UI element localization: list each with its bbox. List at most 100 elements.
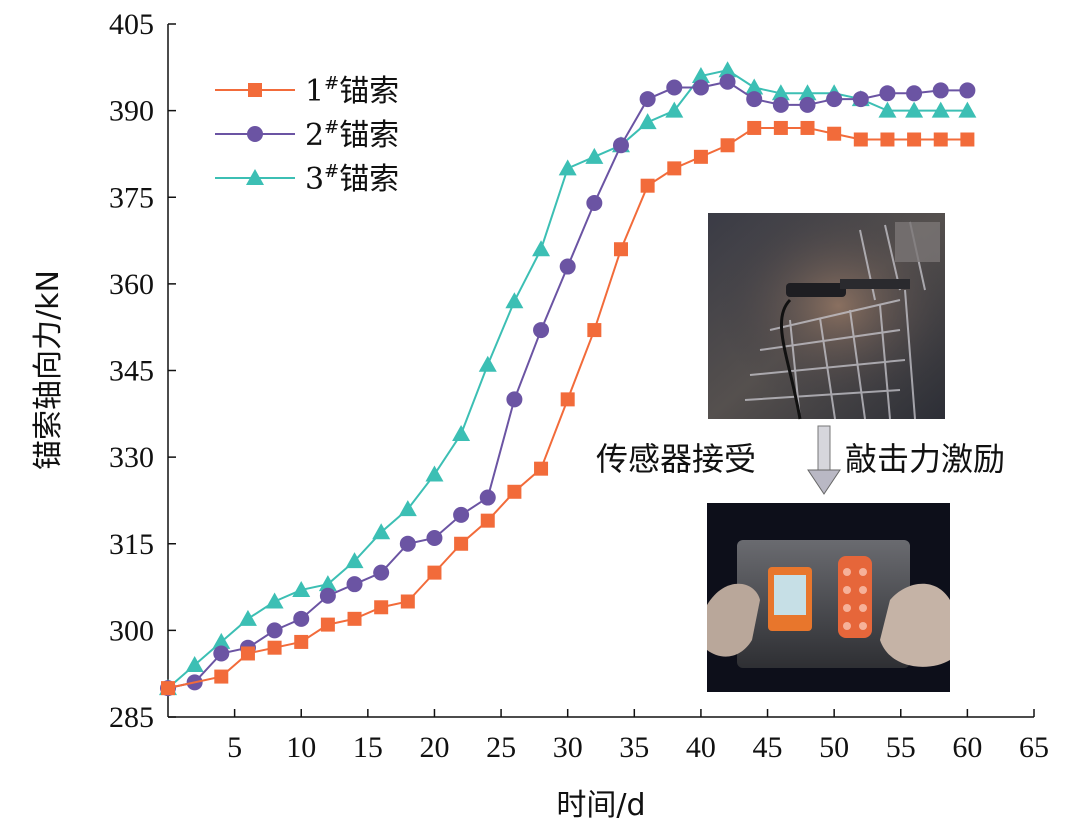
series-1-point	[214, 669, 229, 684]
series-2-point	[559, 258, 576, 275]
series-3-point	[185, 656, 204, 673]
series-3-point	[212, 632, 231, 649]
x-tick-label: 65	[1019, 731, 1049, 764]
series-3-point	[398, 500, 417, 517]
series-2-point	[932, 82, 949, 99]
series-1	[161, 120, 975, 696]
sensor-clamp	[840, 279, 910, 289]
series-2-point	[213, 645, 230, 662]
series-2-point	[426, 529, 443, 546]
series-1-point	[613, 242, 628, 257]
series-3-point	[265, 592, 284, 609]
sensor-cable	[779, 298, 802, 420]
series-1-point	[161, 681, 175, 696]
series-3-point	[665, 101, 684, 118]
series-1-point	[720, 138, 735, 153]
series-1-point	[587, 323, 602, 338]
series-1-point	[960, 132, 975, 147]
series-1-point	[640, 178, 655, 193]
series-3-point	[798, 84, 817, 101]
series-3-point	[292, 580, 311, 597]
reader-screen	[774, 575, 806, 615]
series-2-point	[666, 79, 683, 96]
caption-sensor-receive: 传感器接受	[596, 440, 756, 478]
reader-keypad	[838, 556, 872, 638]
y-ticks: 285 300 315 330 345 360 375 390 405	[109, 8, 176, 734]
x-ticks: 5 10 15 20 25 30 35 40 45 50 55 60 65	[227, 709, 1049, 764]
series-2-point	[719, 73, 736, 90]
series-2-point	[319, 587, 336, 604]
legend: 1#锚索 2#锚索 3#锚索	[215, 73, 399, 197]
series-1-point	[267, 640, 282, 655]
series-3-point	[238, 609, 257, 626]
series-3-point	[958, 101, 977, 118]
series-3-point	[878, 101, 897, 118]
x-tick-label: 10	[286, 731, 316, 764]
series-2-point	[826, 91, 843, 108]
series-2-point	[692, 79, 709, 96]
series-2-point	[612, 137, 629, 154]
x-axis-title: 时间/d	[556, 788, 645, 823]
series-1-point	[240, 646, 255, 661]
x-tick-label: 20	[419, 731, 449, 764]
y-tick-label: 345	[109, 355, 154, 388]
series-2-point	[639, 91, 656, 108]
series-2-point	[586, 195, 603, 212]
y-tick-label: 360	[109, 268, 154, 301]
series-3	[159, 61, 977, 696]
series-1-point	[933, 132, 948, 147]
series-1-point	[427, 565, 442, 580]
series-1-point	[880, 132, 895, 147]
x-tick-label: 60	[952, 731, 982, 764]
legend-item-2: 2#锚索	[215, 117, 399, 153]
y-tick-label: 330	[109, 441, 154, 474]
legend-label: 2#锚索	[305, 117, 399, 153]
series-1-point	[773, 120, 788, 135]
x-tick-label: 35	[619, 731, 649, 764]
caption-impact-excitation: 敲击力激励	[845, 440, 1005, 478]
x-tick-label: 15	[353, 731, 383, 764]
y-tick-label: 405	[109, 8, 154, 41]
reader-photo	[707, 503, 950, 692]
series-2-point	[879, 85, 896, 102]
series-2-point	[533, 322, 550, 339]
anchor-head	[895, 222, 940, 262]
series-2-point	[852, 91, 869, 108]
series-2-point	[772, 96, 789, 113]
series-3-point	[505, 292, 524, 309]
series-2-point	[506, 391, 523, 408]
series-1-point	[667, 161, 682, 176]
y-tick-label: 375	[109, 181, 154, 214]
sensor-body	[786, 283, 846, 297]
series-3-point	[372, 523, 391, 540]
legend-label: 3#锚索	[305, 161, 399, 197]
series-1-point	[747, 120, 762, 135]
series-1-point	[454, 536, 469, 551]
series-2-point	[373, 564, 390, 581]
x-tick-label: 25	[486, 731, 516, 764]
series-3-point	[532, 240, 551, 257]
series-1-point	[534, 461, 549, 476]
series-3-point	[452, 425, 471, 442]
legend-marker	[248, 83, 262, 97]
series-3-point	[425, 465, 444, 482]
series-1-point	[294, 634, 309, 649]
right-hand	[880, 583, 950, 667]
series-1-point	[560, 392, 575, 407]
left-hand	[707, 583, 760, 657]
y-tick-label: 300	[109, 614, 154, 647]
y-tick-label: 390	[109, 95, 154, 128]
series-1-point	[853, 132, 868, 147]
legend-label: 1#锚索	[305, 73, 399, 109]
series-1-point	[347, 611, 362, 626]
series-2-point	[746, 91, 763, 108]
series-2-point	[479, 489, 496, 506]
series-2-point	[266, 622, 283, 639]
legend-item-1: 1#锚索	[215, 73, 399, 109]
series-3-point	[771, 84, 790, 101]
series-3-point	[318, 575, 337, 592]
series-1-point	[374, 600, 389, 615]
legend-marker	[247, 126, 263, 142]
series-1-point	[480, 513, 495, 528]
